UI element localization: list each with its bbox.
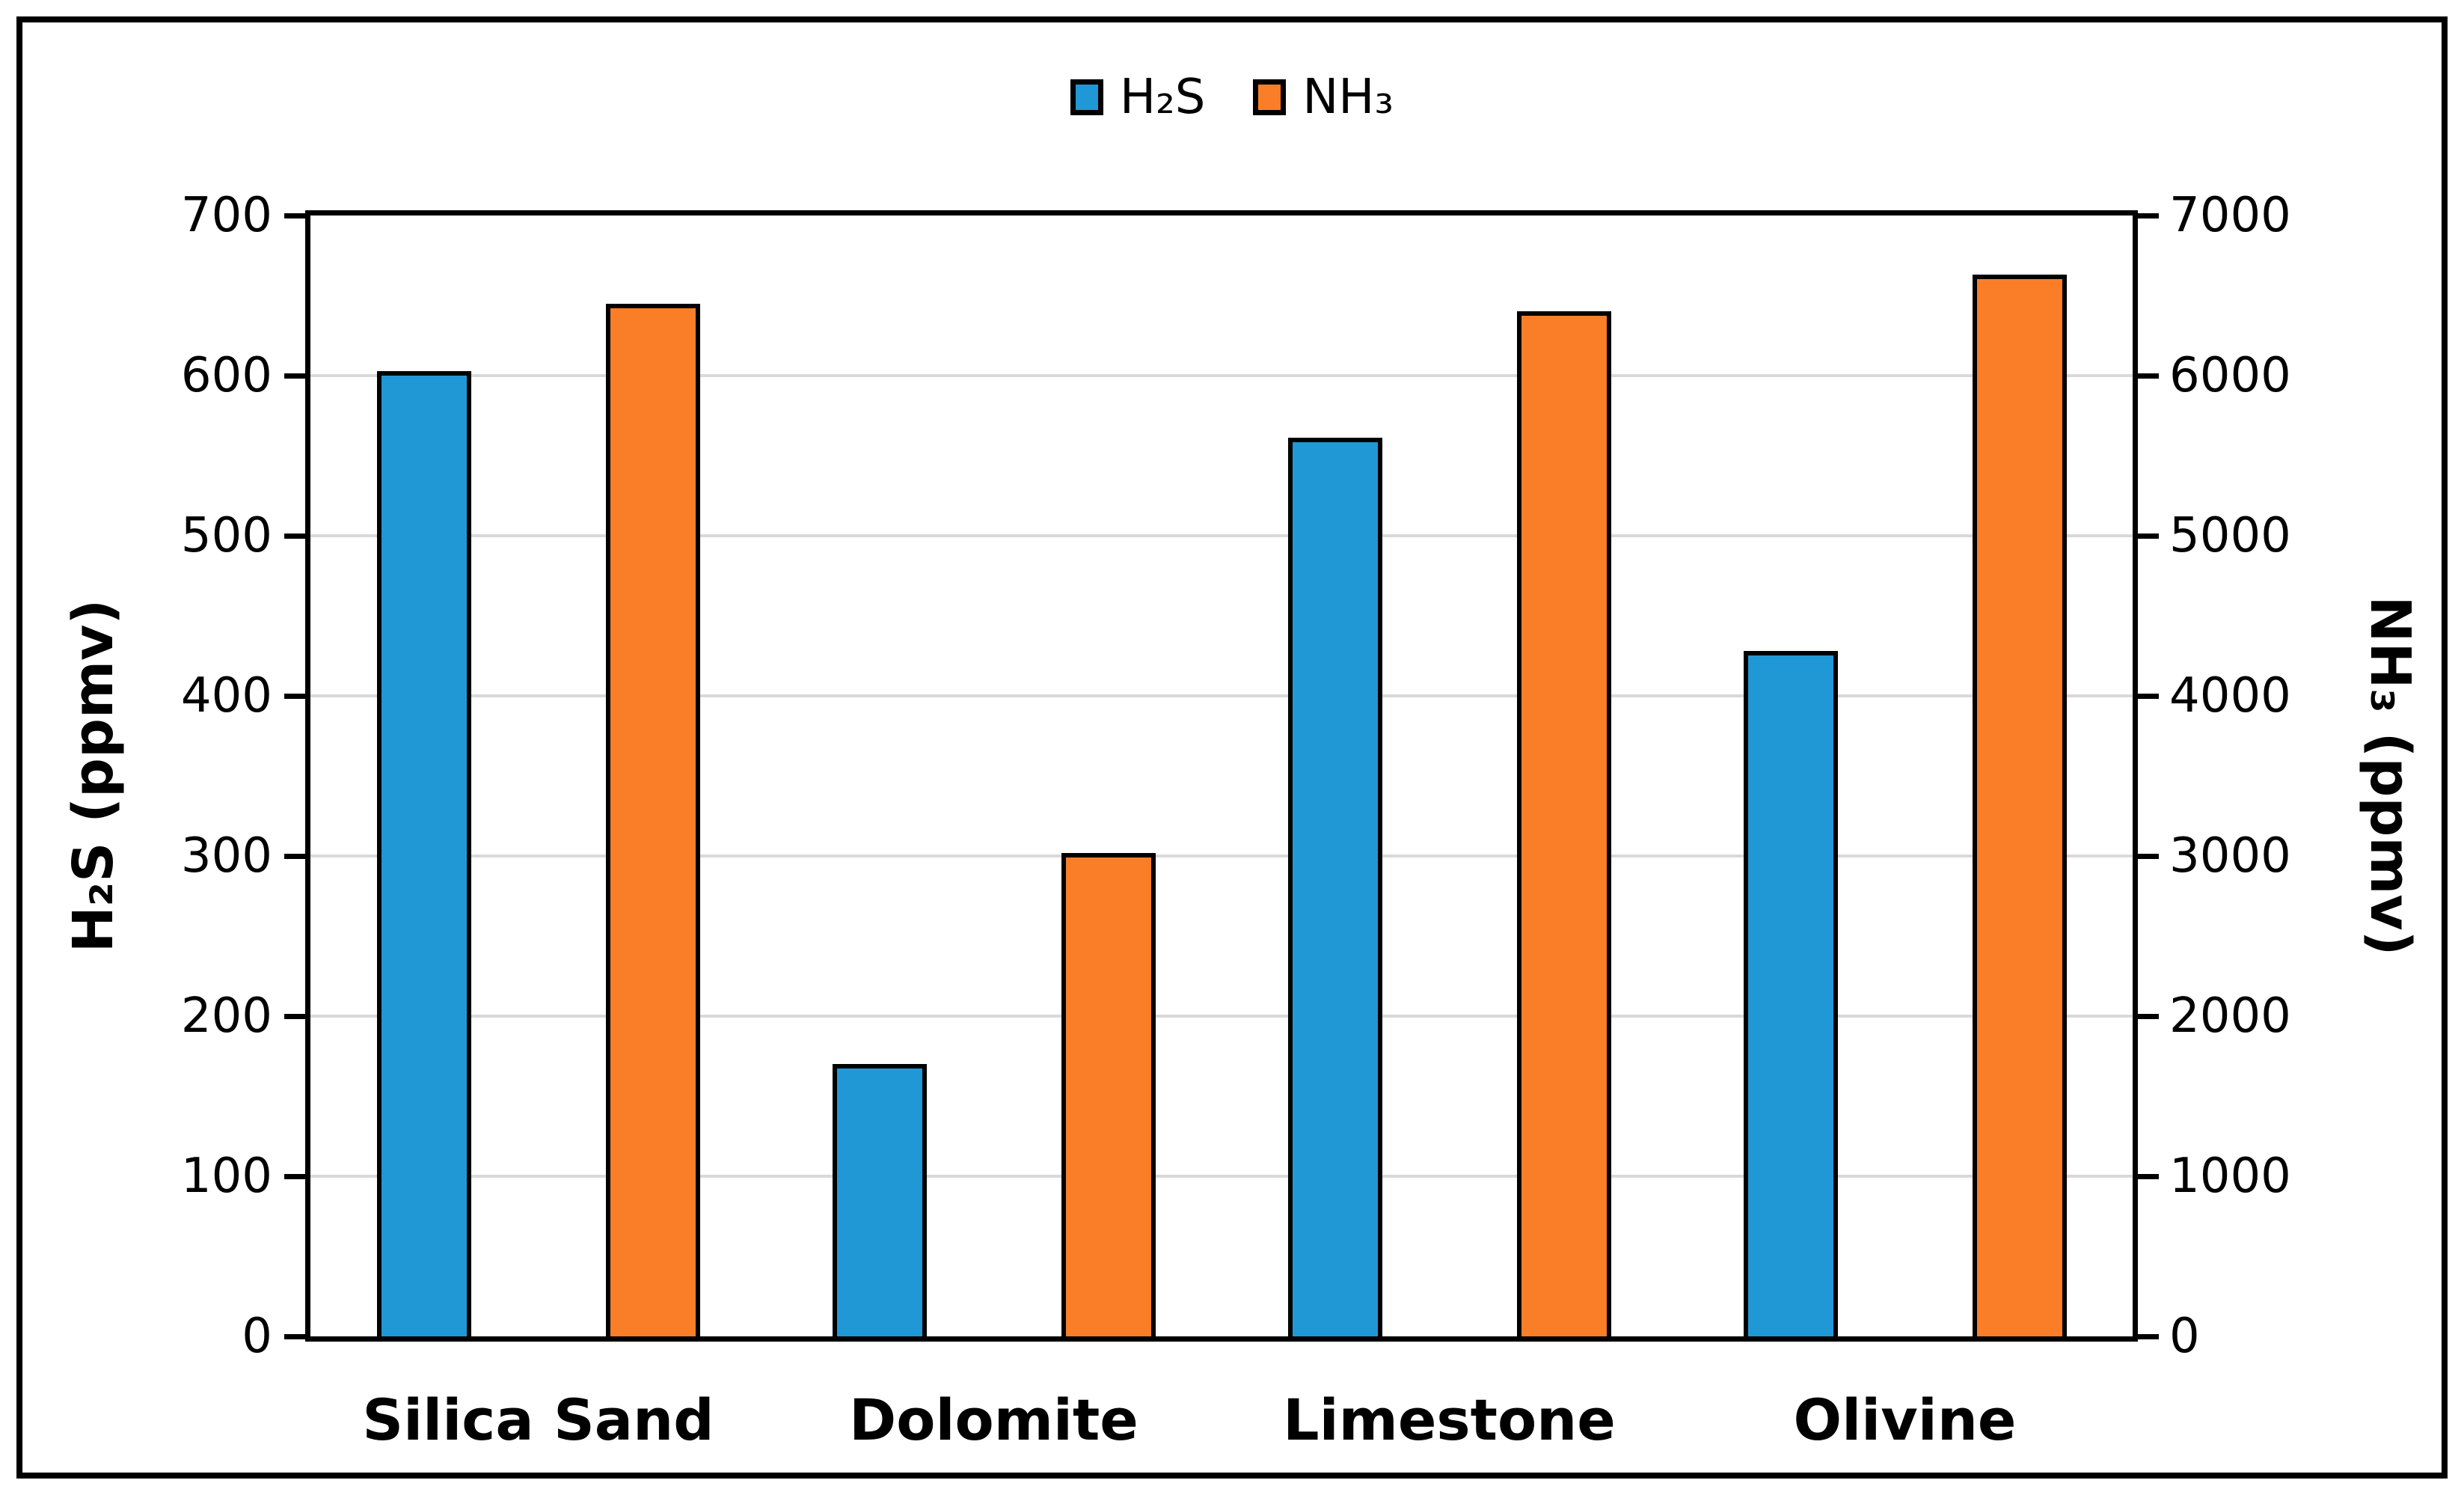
category-label-dolomite: Dolomite [849,1387,1138,1453]
legend-label-nh3: NH₃ [1302,70,1394,125]
gridline-500 [310,534,2133,537]
gridline-300 [310,854,2133,857]
right-axis-title: NH₃ (ppmv) [2358,596,2422,956]
right-tickmark-2000 [2138,1013,2159,1019]
gridline-600 [310,374,2133,377]
right-tick-label-6000: 6000 [2169,348,2291,403]
plot-area [305,210,2138,1342]
left-tick-label-100: 100 [180,1149,272,1204]
gridline-100 [310,1175,2133,1178]
category-label-limestone: Limestone [1283,1387,1616,1453]
left-tick-label-200: 200 [180,988,272,1044]
bar-nh--silica-sand [605,303,700,1336]
right-tick-label-0: 0 [2169,1309,2200,1364]
right-tickmark-0 [2138,1333,2159,1339]
left-tick-label-400: 400 [180,668,272,724]
right-tick-label-1000: 1000 [2169,1149,2291,1204]
right-tickmark-3000 [2138,853,2159,859]
right-tickmark-4000 [2138,693,2159,699]
legend-label-h2s: H₂S [1119,70,1206,125]
category-label-olivine: Olivine [1793,1387,2017,1453]
legend-swatch-nh3 [1253,79,1287,115]
right-tickmark-1000 [2138,1173,2159,1179]
left-tickmark-100 [284,1173,305,1179]
right-tick-label-7000: 7000 [2169,188,2291,243]
left-tick-label-600: 600 [180,348,272,403]
left-tickmark-500 [284,533,305,539]
right-tick-label-4000: 4000 [2169,668,2291,724]
bar-h-s-limestone [1287,438,1382,1336]
legend-item-h2s: H₂S [1070,73,1205,121]
left-tickmark-200 [284,1013,305,1019]
bar-nh--limestone [1516,311,1611,1336]
left-axis-title: H₂S (ppmv) [61,599,126,953]
right-tickmark-7000 [2138,213,2159,218]
bar-nh--olivine [1972,275,2067,1336]
bar-nh--dolomite [1061,852,1156,1336]
left-tick-label-700: 700 [180,188,272,243]
left-tick-label-500: 500 [180,508,272,563]
bar-h-s-silica-sand [376,370,471,1336]
left-tick-label-300: 300 [180,828,272,884]
right-tickmark-6000 [2138,373,2159,379]
right-tick-label-2000: 2000 [2169,988,2291,1044]
gridline-400 [310,694,2133,697]
legend-item-nh3: NH₃ [1253,73,1394,121]
right-tick-label-5000: 5000 [2169,508,2291,563]
bar-h-s-olivine [1743,651,1838,1336]
bar-h-s-dolomite [832,1064,927,1336]
left-tick-label-0: 0 [242,1309,272,1364]
left-tickmark-600 [284,373,305,379]
left-tickmark-400 [284,693,305,699]
left-tickmark-300 [284,853,305,859]
chart-legend: H₂S NH₃ [22,73,2442,121]
gridline-200 [310,1015,2133,1018]
left-tickmark-0 [284,1333,305,1339]
category-label-silica-sand: Silica Sand [362,1387,714,1453]
legend-swatch-h2s [1070,79,1103,115]
right-tick-label-3000: 3000 [2169,828,2291,884]
right-tickmark-5000 [2138,533,2159,539]
chart-figure: H₂S NH₃ H₂S (ppmv) NH₃ (ppmv) 0 100 200 300… [16,16,2448,1479]
left-tickmark-700 [284,213,305,218]
